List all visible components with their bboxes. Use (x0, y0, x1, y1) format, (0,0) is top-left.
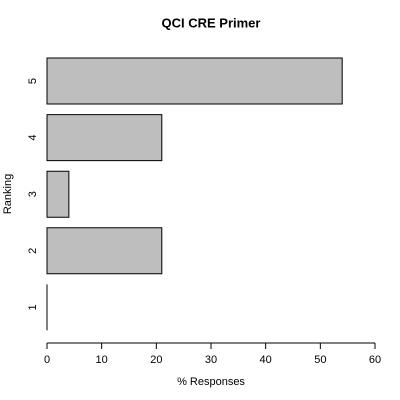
x-tick-label: 10 (96, 354, 108, 366)
y-tick-label: 3 (27, 191, 39, 197)
x-tick-label: 0 (44, 354, 50, 366)
y-tick-label: 1 (27, 304, 39, 310)
y-axis-label: Ranking (2, 174, 14, 214)
x-tick-label: 20 (150, 354, 162, 366)
bar (46, 227, 163, 275)
y-tick-label: 5 (27, 78, 39, 84)
x-tick-label: 50 (314, 354, 326, 366)
x-tick-label: 30 (205, 354, 217, 366)
y-tick-label: 4 (27, 135, 39, 141)
bar (46, 170, 70, 218)
x-axis-label: % Responses (177, 376, 245, 388)
y-tick-label: 2 (27, 248, 39, 254)
bar (46, 57, 343, 105)
chart-title: QCI CRE Primer (162, 15, 261, 30)
bar (46, 114, 163, 162)
x-tick-label: 40 (260, 354, 272, 366)
x-tick-label: 60 (369, 354, 381, 366)
